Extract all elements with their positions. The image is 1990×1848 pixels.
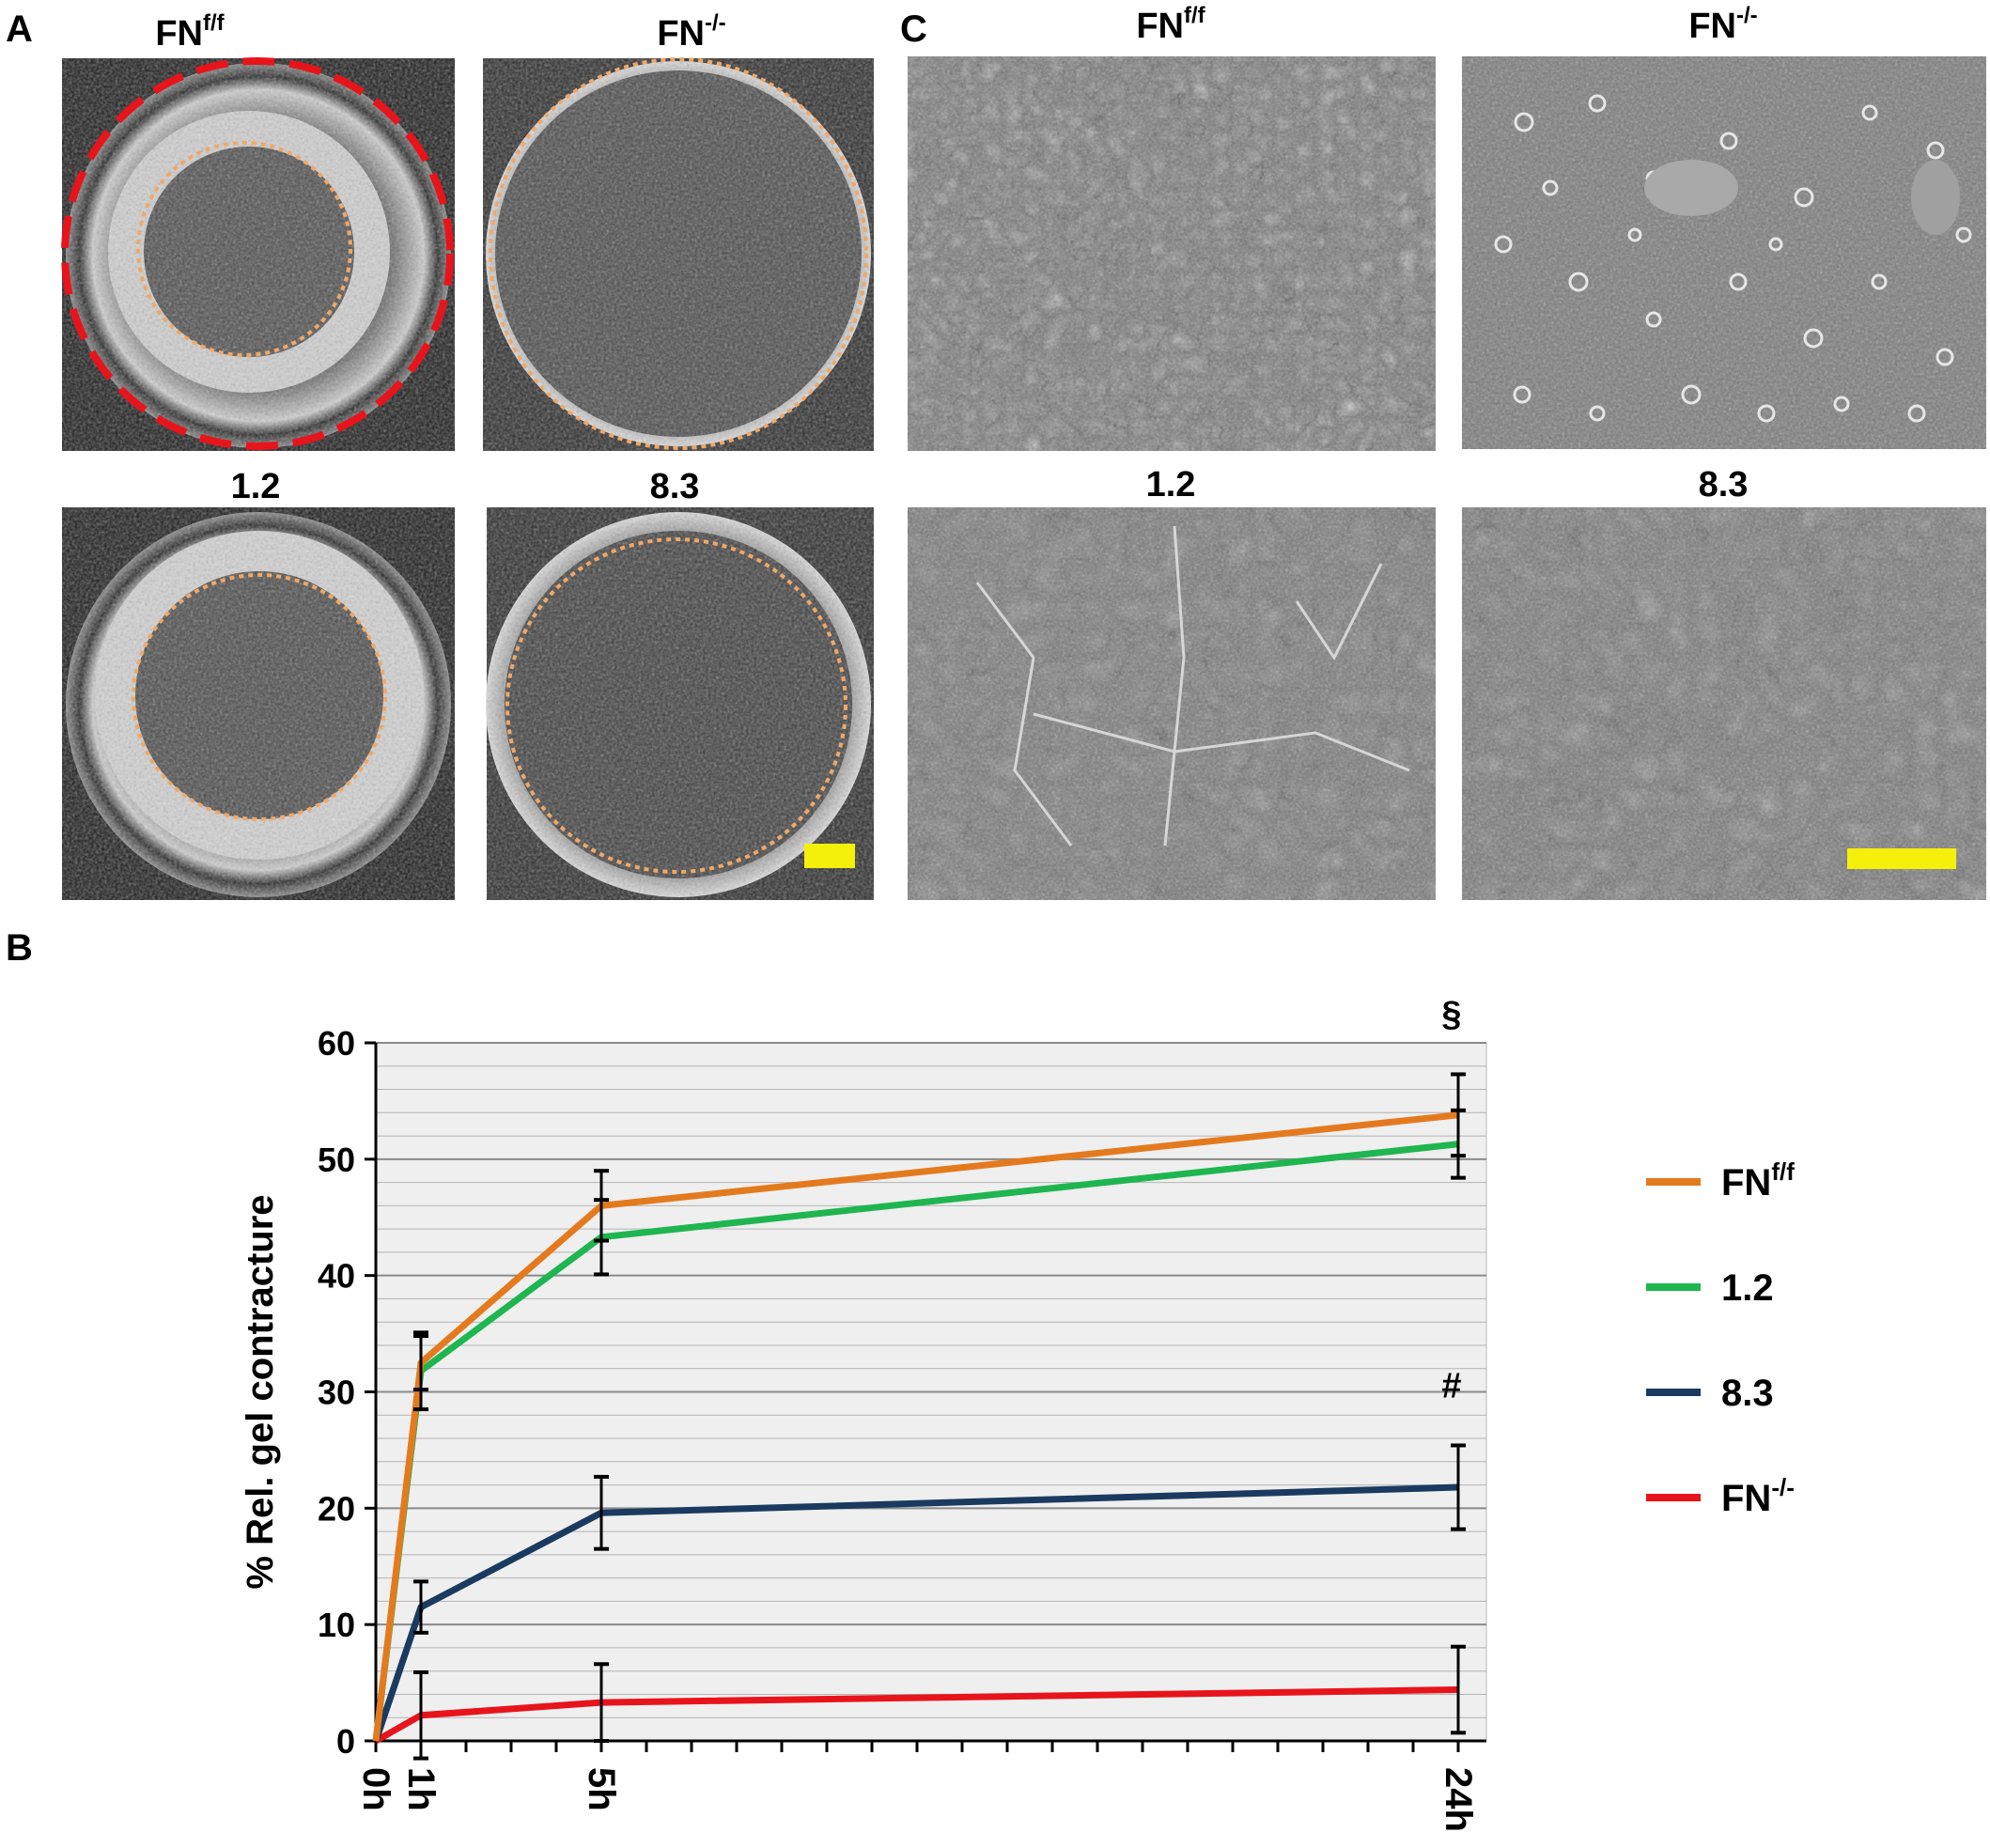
x-tick-label: 24h: [1438, 1767, 1479, 1832]
y-tick-label: 40: [318, 1257, 355, 1296]
gel-outline: [505, 537, 847, 874]
gel-outline: [489, 57, 868, 450]
panel-a-letter: A: [6, 8, 33, 50]
legend-label: FNf/f: [1721, 1157, 1795, 1204]
well-label-fnff: FNf/f: [155, 10, 225, 54]
legend-label: 1.2: [1721, 1267, 1774, 1309]
gel-contracture-chart: 0 10 20 30 40 50 60 0h 1h 5h 24h % Rel. gel contrac…: [240, 994, 1795, 1832]
series-line: [374, 1686, 1459, 1745]
micrograph-8-3: [1462, 507, 1986, 900]
micrograph-label-fnko: FN-/-: [1688, 3, 1757, 46]
significance-marker: #: [1441, 1367, 1461, 1406]
gel-well-image-fnff: [61, 57, 455, 451]
y-tick-label: 60: [318, 1024, 355, 1063]
legend-label: 8.3: [1721, 1373, 1774, 1414]
y-tick-label: 0: [336, 1722, 355, 1761]
micrograph-fnko: [1462, 56, 1986, 449]
gel-outline: [132, 573, 387, 821]
x-tick-label: 5h: [581, 1767, 622, 1811]
y-axis-label: % Rel. gel contracture: [240, 1194, 281, 1589]
gel-outline: [136, 141, 352, 357]
x-tick-label: 0h: [355, 1767, 396, 1811]
well-outline-outer: [61, 57, 454, 450]
x-tick-label: 1h: [400, 1767, 442, 1811]
micrograph-label-fnff: FNf/f: [1136, 3, 1205, 46]
panel-b-letter: B: [6, 927, 33, 969]
y-tick-label: 10: [318, 1606, 355, 1644]
well-label-1-2: 1.2: [231, 467, 281, 506]
scale-bar: [1847, 848, 1956, 869]
significance-marker: §: [1441, 994, 1461, 1033]
well-label-8-3: 8.3: [650, 467, 700, 506]
legend-label: FN-/-: [1721, 1473, 1795, 1519]
micrograph-fnff: [908, 56, 1436, 451]
micrograph-label-1-2: 1.2: [1146, 465, 1196, 505]
gel-well-image-fnko: [483, 57, 874, 451]
micrograph-label-8-3: 8.3: [1699, 465, 1749, 505]
panel-c-letter: C: [900, 8, 927, 50]
well-label-fnko: FN-/-: [657, 10, 725, 54]
y-tick-label: 30: [318, 1374, 355, 1412]
series-line: [372, 1483, 1459, 1743]
micrograph-1-2: [908, 507, 1436, 900]
y-tick-label: 50: [318, 1141, 355, 1179]
scale-bar: [804, 844, 855, 868]
gel-well-image-1-2: [62, 507, 455, 900]
gel-well-image-8-3: [486, 507, 874, 900]
y-tick-label: 20: [318, 1489, 355, 1528]
series-line: [372, 1111, 1459, 1742]
